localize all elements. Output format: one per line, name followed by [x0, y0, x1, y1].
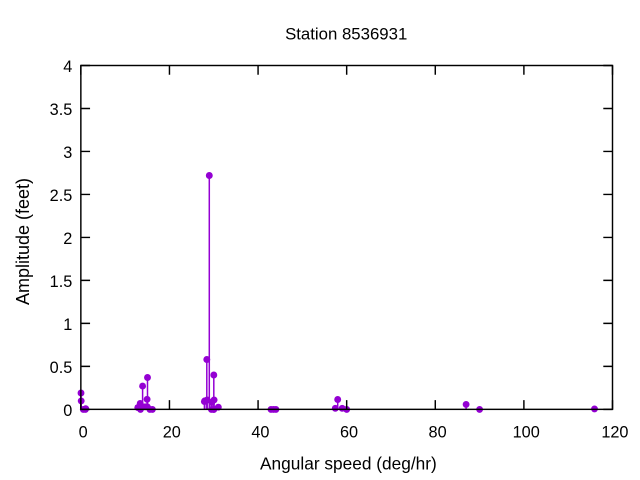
svg-text:0: 0	[63, 402, 72, 420]
svg-text:0.5: 0.5	[50, 359, 73, 377]
svg-text:40: 40	[251, 423, 269, 441]
svg-text:3: 3	[63, 144, 72, 162]
svg-text:0: 0	[79, 423, 88, 441]
svg-text:120: 120	[601, 423, 628, 441]
svg-text:3.5: 3.5	[50, 101, 73, 119]
svg-text:Station 8536931: Station 8536931	[285, 24, 407, 43]
svg-text:20: 20	[163, 423, 181, 441]
svg-text:100: 100	[513, 423, 540, 441]
svg-text:1: 1	[63, 316, 72, 334]
svg-text:Angular speed (deg/hr): Angular speed (deg/hr)	[260, 454, 437, 474]
svg-text:60: 60	[340, 423, 358, 441]
svg-text:80: 80	[429, 423, 447, 441]
svg-text:4: 4	[63, 58, 72, 76]
svg-text:2.5: 2.5	[50, 187, 73, 205]
svg-text:2: 2	[63, 230, 72, 248]
svg-text:Amplitude (feet): Amplitude (feet)	[13, 178, 33, 305]
svg-text:1.5: 1.5	[50, 273, 73, 291]
